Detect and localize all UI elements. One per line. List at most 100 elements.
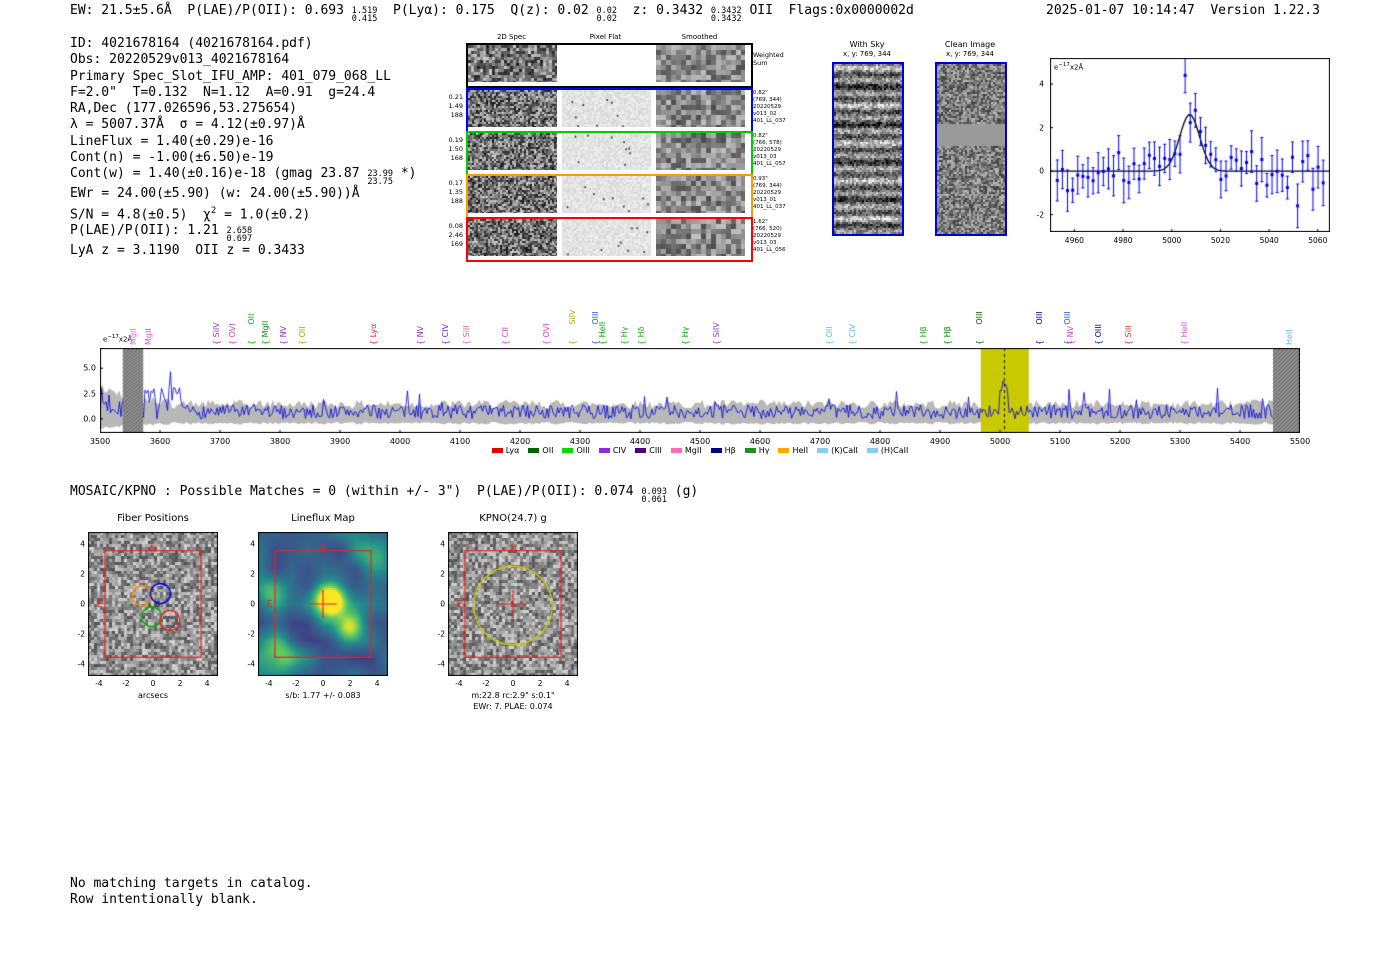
cutout-row-stats: 0.19 1.50 168 [448, 136, 463, 162]
cutout-row [466, 131, 753, 176]
tick-label: 2 [347, 679, 353, 688]
clean-image [935, 62, 1007, 236]
tick-label: 4 [564, 679, 570, 688]
kpno-24-7-g-canvas [448, 532, 578, 676]
tick-label: 3700 [209, 437, 231, 446]
clean-image-coords: x, y: 769, 344 [946, 50, 994, 58]
tick-label: -2 [437, 629, 445, 639]
emission-line-label: { SiIV [212, 322, 221, 345]
tick-label: -4 [77, 659, 85, 669]
legend-swatch [866, 448, 878, 453]
tick-label: 4 [440, 539, 445, 549]
tick-label: 5000 [1162, 236, 1182, 245]
cutout-column-header-2dspec: 2D Spec [496, 33, 527, 41]
stacked-uncertainty: 1.519 0.415 [351, 6, 378, 24]
cutout-row-stats: 0.08 2.46 169 [448, 222, 463, 248]
flux-scale-label: e−17x2Å [1054, 62, 1084, 72]
legend-item: (K)CaII [817, 446, 858, 455]
tick-label: -4 [265, 679, 273, 688]
cutout-2dspec-image [468, 133, 557, 170]
info-line: F=2.0" T=0.132 N=1.12 A=0.91 g=24.4 [70, 84, 376, 100]
tick-label: 4 [250, 539, 255, 549]
tick-label: 4100 [449, 437, 471, 446]
info-line: RA,Dec (177.026596,53.275654) [70, 101, 297, 117]
cutout-row [466, 43, 753, 88]
with-sky-image [832, 62, 904, 236]
cutout-pixelflat-image [562, 176, 651, 213]
legend-swatch [710, 448, 722, 453]
tick-label: 0 [510, 679, 516, 688]
cutout-row-meta: 1.62" (766, 520) 20220529 v013_03 401_LL… [753, 219, 786, 253]
tick-label: 2 [537, 679, 543, 688]
full-spectrum-canvas [100, 348, 1300, 433]
cutout-row-meta: 0.82" (766, 578) 20220529 v013_03 401_LL… [753, 133, 786, 167]
legend-swatch [598, 448, 610, 453]
fiber-positions-canvas [88, 532, 218, 676]
tick-label: 0 [440, 599, 445, 609]
cutout-2dspec-image [468, 45, 557, 82]
emission-line-label: { NV [279, 325, 289, 345]
tick-label: 5040 [1259, 236, 1279, 245]
emission-line-label: { Hγ [620, 326, 629, 345]
legend-swatch [670, 448, 682, 453]
tick-label: -4 [455, 679, 463, 688]
tick-label: 4400 [629, 437, 651, 446]
emission-line-label: { MgII [261, 320, 271, 345]
emission-line-label: { Hγ [681, 326, 691, 345]
emission-line-label: { OII [298, 326, 308, 345]
cutout-pixelflat-image [562, 219, 651, 256]
line-fit-plot-canvas [1050, 58, 1330, 232]
emission-line-label: { OVI [542, 323, 551, 345]
panel-xlabel: arcsecs [137, 691, 169, 700]
spectrum-legend: Lyα OII OIII CIV CIII MgII Hβ Hγ HeII (K)CaII (H)C… [100, 446, 1300, 455]
panel-title-2: KPNO(24.7) g [479, 513, 547, 524]
info-line: P(LAE)/P(OII): 1.21 2.658 0.697 [70, 223, 253, 245]
tick-label: 3800 [269, 437, 291, 446]
legend-item: CIV [598, 446, 626, 455]
tick-label: 4000 [389, 437, 411, 446]
cutout-row-stats: 0.21 1.49 188 [448, 93, 463, 119]
legend-swatch [778, 448, 790, 453]
legend-item: Hβ [710, 446, 736, 455]
cutout-row [466, 174, 753, 219]
flux-scale-label: e−17x2Å [103, 334, 133, 344]
cutout-row-meta: 0.82" (769, 344) 20220529 v013_02 401_LL… [753, 90, 786, 124]
panel-xlabel: m:22.8 rc:2.9" s:0.1" [471, 691, 555, 700]
emission-line-label: { Lyα [369, 323, 379, 345]
tick-label: 4900 [929, 437, 951, 446]
legend-item: Lyα [491, 446, 519, 455]
detection-info-block: ID: 4021678164 (4021678164.pdf) Obs: 2022… [70, 36, 417, 260]
tick-label: -2 [292, 679, 300, 688]
panel-xlabel: EWr: 7. PLAE: 0.074 [473, 702, 553, 711]
emission-line-label: { OVI [227, 323, 237, 345]
info-line: Cont(w) = 1.40(±0.16)e-18 (gmag 23.87 23… [70, 166, 417, 188]
tick-label: 2 [1039, 123, 1044, 133]
info-line: ID: 4021678164 (4021678164.pdf) [70, 36, 313, 51]
emission-line-label: { OII [825, 326, 835, 345]
legend-item: (H)CaII [866, 446, 908, 455]
legend-swatch [817, 448, 829, 453]
tick-label: 4200 [509, 437, 531, 446]
header-stats-line: EW: 21.5±5.6Å P(LAE)/P(OII): 0.693 1.519… [70, 3, 914, 24]
cutout-pixelflat-image [562, 133, 651, 170]
mosaic-kpno-line: MOSAIC/KPNO : Possible Matches = 0 (with… [70, 484, 699, 505]
tick-label: 5500 [1289, 437, 1311, 446]
tick-label: -4 [95, 679, 103, 688]
emission-line-label: MgII [143, 328, 153, 345]
tick-label: -4 [247, 659, 255, 669]
tick-label: 0 [1039, 166, 1044, 176]
emission-line-label: { CIV [848, 323, 857, 345]
emission-line-label: { OIII [1094, 323, 1103, 345]
tick-label: 0 [80, 599, 85, 609]
tick-label: 5020 [1210, 236, 1230, 245]
with-sky-coords: x, y: 769, 344 [843, 50, 891, 58]
cutout-smoothed-image [656, 90, 745, 127]
legend-swatch [562, 448, 574, 453]
emission-line-label: HeII [1284, 329, 1294, 345]
stacked-uncertainty: 2.658 0.697 [226, 226, 253, 245]
tick-label: 0 [150, 679, 156, 688]
tick-label: 5100 [1049, 437, 1071, 446]
cutout-smoothed-image [656, 176, 745, 213]
info-line: Obs: 20220529v013_4021678164 [70, 52, 290, 68]
tick-label: 0 [250, 599, 255, 609]
